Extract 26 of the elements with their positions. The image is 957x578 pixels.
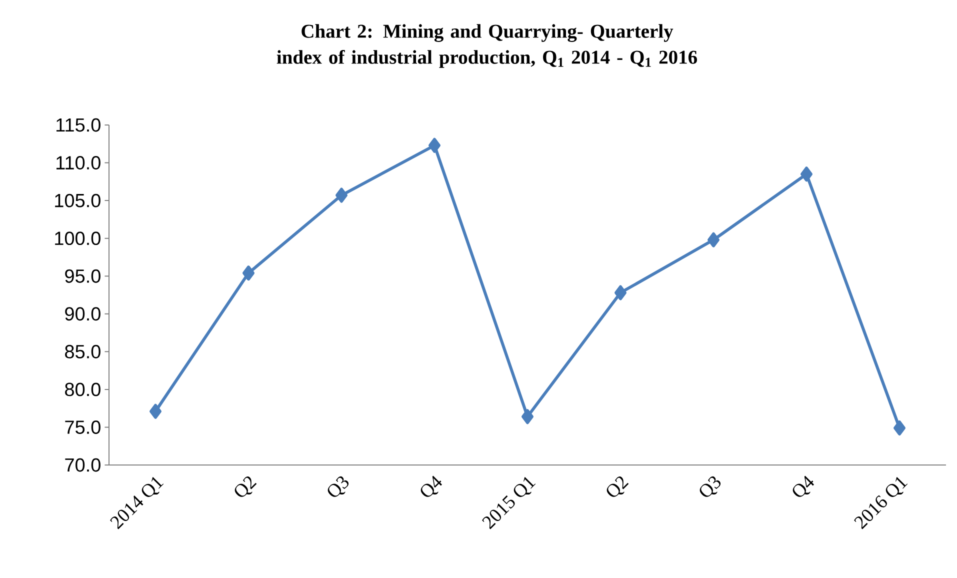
y-tick-label: 85.0 xyxy=(65,344,100,358)
point xyxy=(614,285,627,300)
y-tick-label: 70.0 xyxy=(65,458,100,472)
x-tick-label: Q4 xyxy=(420,476,442,497)
y-tick-label: 115.0 xyxy=(56,118,100,132)
x-tick-label: Q3 xyxy=(328,476,349,497)
point xyxy=(336,188,348,203)
x-tick-label: Q2 xyxy=(234,476,257,497)
chart-title: Chart 2: Mining and Quarrying- Quarterly index of industrial production, Q$_{1}$ 2014 - Q$_{1}$ 2016 xyxy=(276,24,697,68)
x-tick-label: Q2 xyxy=(606,476,629,497)
point xyxy=(894,420,906,436)
point xyxy=(708,232,720,248)
y-tick-label: 110.0 xyxy=(56,156,100,170)
y-tick-label: 90.0 xyxy=(65,307,100,321)
point xyxy=(428,138,441,153)
point xyxy=(522,409,534,424)
y-tick-label: 105.0 xyxy=(55,194,100,208)
x-tick-label: Q3 xyxy=(700,476,721,497)
y-tick-label: 95.0 xyxy=(65,269,100,283)
point xyxy=(800,166,813,182)
y-tick-label: 100.0 xyxy=(55,232,100,246)
y-tick-label: 80.0 xyxy=(65,382,100,396)
y-tick-label: 75.0 xyxy=(65,420,100,434)
point xyxy=(242,266,255,281)
x-tick-label: Q4 xyxy=(792,476,814,497)
point xyxy=(150,404,162,419)
